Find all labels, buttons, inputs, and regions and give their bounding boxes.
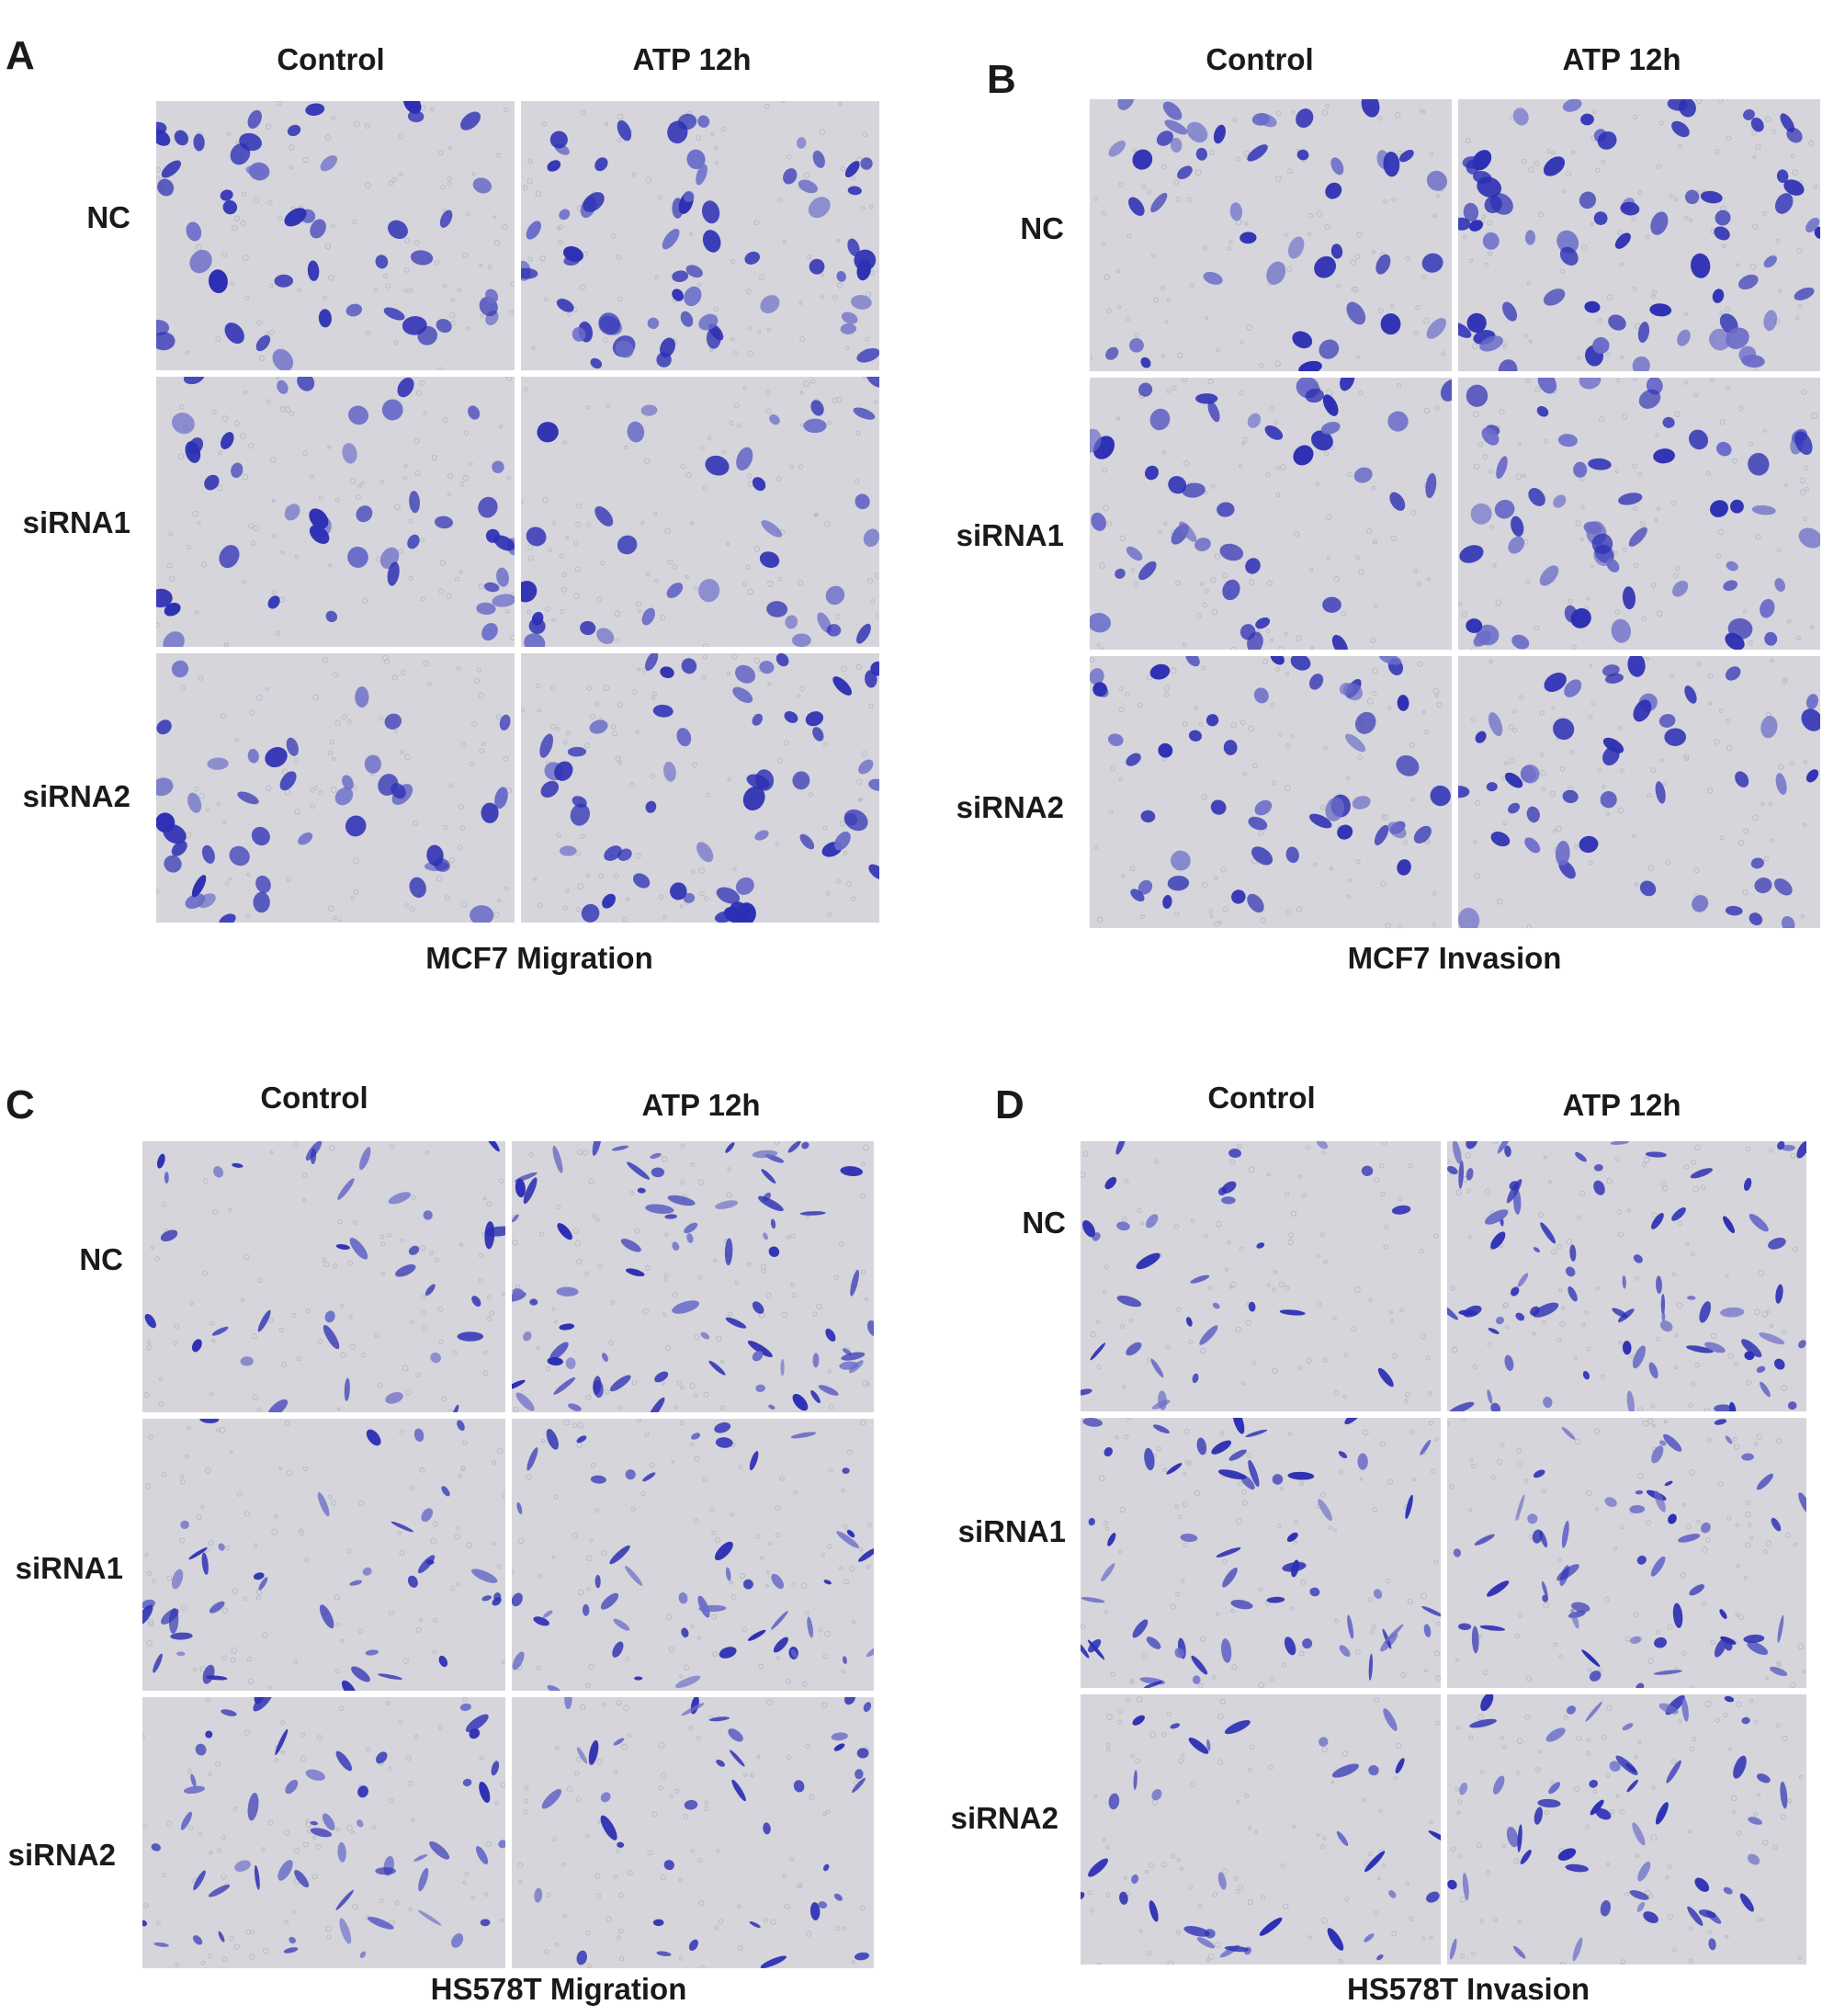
row-label-nc: NC bbox=[79, 1242, 123, 1276]
micrograph-image bbox=[1081, 1141, 1441, 1411]
micrograph-image bbox=[521, 652, 879, 923]
micrograph-grid bbox=[142, 1141, 874, 1968]
panel-caption: HS578T Migration bbox=[430, 1972, 687, 2006]
micrograph-image bbox=[156, 377, 515, 647]
row-label-sirna1: siRNA1 bbox=[15, 1551, 123, 1585]
micrograph-image bbox=[511, 1419, 874, 1691]
micrograph-image bbox=[1090, 99, 1452, 371]
column-header-atp: ATP 12h bbox=[641, 1088, 761, 1122]
micrograph-grid bbox=[1081, 1141, 1806, 1965]
micrograph-grid bbox=[156, 101, 879, 923]
column-header-atp: ATP 12h bbox=[632, 42, 752, 76]
panel-caption: HS578T Invasion bbox=[1346, 1972, 1590, 2006]
micrograph-image bbox=[521, 101, 879, 371]
micrograph-image bbox=[521, 377, 879, 647]
row-label-sirna1: siRNA1 bbox=[956, 518, 1064, 552]
micrograph-image bbox=[511, 1696, 874, 1968]
micrograph-image bbox=[1458, 99, 1820, 371]
row-label-sirna2: siRNA2 bbox=[950, 1801, 1058, 1835]
micrograph-image bbox=[142, 1141, 505, 1413]
row-label-sirna1: siRNA1 bbox=[22, 505, 130, 539]
micrograph-image bbox=[1446, 1694, 1806, 1965]
panel-letter: D bbox=[995, 1082, 1024, 1127]
row-label-sirna2: siRNA2 bbox=[956, 790, 1064, 824]
row-label-sirna2: siRNA2 bbox=[7, 1838, 116, 1872]
panel-letter: B bbox=[987, 57, 1016, 102]
micrograph-image bbox=[142, 1696, 505, 1968]
column-header-control: Control bbox=[277, 42, 385, 76]
row-label-nc: NC bbox=[1020, 211, 1064, 245]
micrograph-image bbox=[1458, 656, 1820, 928]
column-header-atp: ATP 12h bbox=[1562, 42, 1681, 76]
column-header-control: Control bbox=[1205, 42, 1314, 76]
panel-caption: MCF7 Invasion bbox=[1347, 941, 1562, 975]
column-header-control: Control bbox=[1207, 1081, 1316, 1115]
row-label-sirna2: siRNA2 bbox=[22, 779, 130, 813]
column-header-control: Control bbox=[260, 1081, 368, 1115]
row-label-nc: NC bbox=[1022, 1206, 1066, 1240]
micrograph-image bbox=[1458, 378, 1820, 650]
micrograph-image bbox=[1446, 1141, 1806, 1411]
row-label-sirna1: siRNA1 bbox=[957, 1514, 1066, 1548]
panel-letter: C bbox=[6, 1082, 35, 1127]
panel-caption: MCF7 Migration bbox=[425, 941, 653, 975]
micrograph-image bbox=[1090, 656, 1452, 928]
micrograph-image bbox=[511, 1141, 874, 1413]
micrograph-image bbox=[1081, 1418, 1441, 1688]
micrograph-image bbox=[156, 652, 515, 923]
micrograph-image bbox=[1081, 1694, 1441, 1965]
micrograph-grid bbox=[1090, 99, 1820, 928]
micrograph-image bbox=[156, 101, 515, 371]
micrograph-image bbox=[1090, 378, 1452, 650]
micrograph-image bbox=[1446, 1418, 1806, 1688]
row-label-nc: NC bbox=[86, 200, 130, 234]
panel-letter: A bbox=[6, 33, 35, 78]
column-header-atp: ATP 12h bbox=[1562, 1088, 1681, 1122]
micrograph-image bbox=[142, 1419, 505, 1691]
